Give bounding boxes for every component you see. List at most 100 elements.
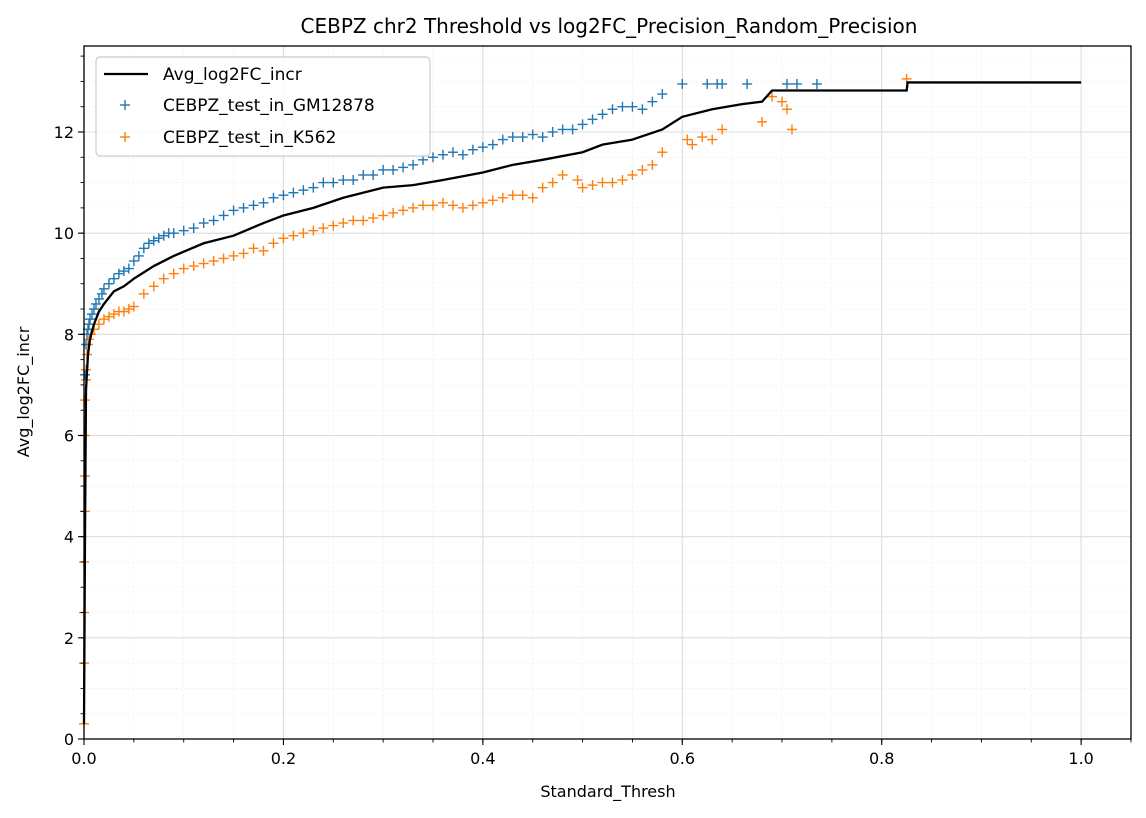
legend-label-k562: CEBPZ_test_in_K562 (163, 128, 336, 148)
gm12878-point (90, 298, 101, 309)
gm12878-point (153, 233, 164, 244)
k562-point (368, 212, 379, 223)
gm12878-point (138, 243, 149, 254)
gm12878-point (113, 268, 124, 279)
gm12878-point (517, 132, 528, 143)
gm12878-point (278, 190, 289, 201)
gm12878-point (428, 152, 438, 163)
gm12878-point (318, 177, 329, 188)
gm12878-point (348, 175, 359, 186)
k562-point (318, 223, 329, 234)
k562-point (467, 200, 478, 211)
k562-point (388, 207, 399, 218)
gm12878-point (108, 273, 119, 284)
gm12878-point (188, 223, 199, 234)
legend-label-avg: Avg_log2FC_incr (163, 65, 302, 85)
gm12878-point (447, 147, 458, 158)
gm12878-series (79, 78, 822, 380)
k562-point (537, 182, 548, 193)
k562-point (188, 261, 199, 272)
gm12878-point (308, 182, 319, 193)
k562-point (547, 177, 558, 188)
x-tick-label: 0.8 (869, 749, 894, 768)
k562-point (607, 177, 618, 188)
k562-point (128, 301, 139, 312)
gm12878-point (133, 250, 144, 261)
y-tick-label: 4 (64, 528, 74, 547)
k562-point (378, 210, 389, 221)
k562-point (487, 195, 498, 206)
gm12878-point (408, 159, 419, 170)
gm12878-point (742, 78, 753, 89)
gm12878-point (158, 230, 169, 241)
k562-point (93, 319, 104, 330)
gm12878-point (198, 218, 209, 229)
y-tick-label: 2 (64, 629, 74, 648)
gm12878-point (497, 134, 508, 145)
gm12878-point (477, 142, 488, 153)
plot-frame (83, 45, 1132, 740)
k562-point (527, 192, 538, 203)
k562-point (158, 273, 169, 284)
gm12878-point (268, 192, 279, 203)
x-axis: 0.0 0.2 0.4 0.6 0.8 1.0 (71, 739, 1132, 768)
k562-point (781, 104, 792, 115)
k562-point (168, 268, 179, 279)
k562-point (258, 245, 269, 256)
gm12878-point (288, 187, 299, 198)
k562-point (103, 311, 114, 322)
gm12878-point (537, 132, 548, 143)
gm12878-point (103, 278, 114, 289)
k562-point (717, 124, 728, 135)
gm12878-point (617, 101, 628, 112)
k562-point (757, 116, 768, 127)
k562-point (248, 243, 259, 254)
gm12878-point (338, 175, 349, 186)
gm12878-point (388, 164, 399, 175)
gm12878-point (98, 283, 109, 294)
gm12878-point (88, 304, 99, 315)
k562-point (786, 124, 797, 135)
k562-point (278, 233, 289, 244)
gm12878-point (627, 101, 638, 112)
k562-point (777, 96, 787, 107)
k562-point (398, 205, 409, 216)
k562-point (308, 225, 319, 236)
gm12878-point (547, 126, 558, 137)
k562-point (577, 182, 588, 193)
k562-point (348, 215, 359, 226)
gm12878-point (378, 164, 389, 175)
k562-point (767, 91, 778, 102)
gm12878-point (248, 200, 259, 211)
gm12878-point (587, 114, 598, 125)
gm12878-point (328, 177, 339, 188)
k562-point (682, 134, 693, 145)
k562-point (447, 200, 458, 211)
gm12878-point (702, 78, 713, 89)
k562-point (358, 215, 369, 226)
gm12878-point (567, 124, 578, 135)
gm12878-point (83, 319, 94, 330)
k562-point (408, 202, 419, 213)
gm12878-point (507, 132, 518, 143)
k562-point (218, 253, 229, 264)
gm12878-point (208, 215, 219, 226)
legend-box (95, 56, 431, 157)
k562-point (138, 288, 149, 299)
k562-point (617, 175, 628, 186)
gm12878-point (677, 78, 688, 89)
k562-point (477, 197, 488, 208)
y-tick-label: 6 (64, 426, 74, 445)
gm12878-point (597, 109, 608, 120)
k562-point (557, 169, 568, 180)
gm12878-point (143, 238, 154, 249)
k562-point (123, 304, 134, 315)
k562-point (497, 192, 508, 203)
gm12878-point (577, 119, 588, 130)
k562-point (507, 190, 518, 201)
k562-point (437, 197, 448, 208)
k562-point (587, 180, 598, 191)
k562-point (268, 238, 279, 249)
gm12878-point (82, 324, 93, 335)
y-tick-label: 0 (64, 730, 74, 749)
